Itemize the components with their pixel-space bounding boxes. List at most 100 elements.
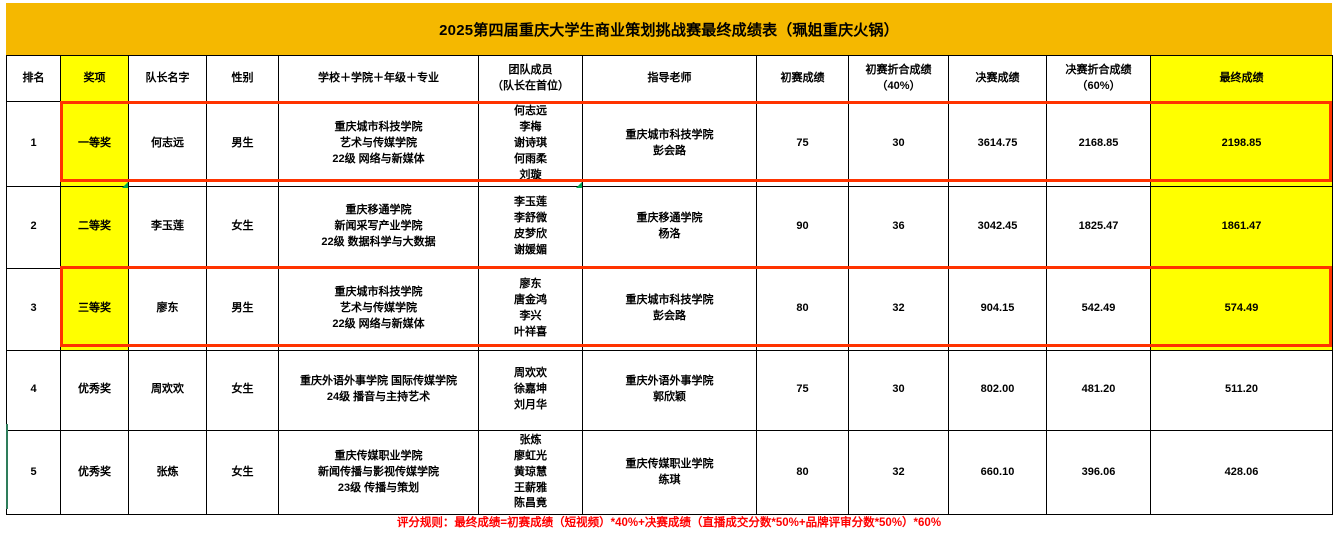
prelim-weighted-value: 30: [892, 383, 905, 396]
cell-teacher: 重庆移通学院 杨洛: [582, 185, 757, 269]
prelim-weighted-value: 32: [892, 302, 905, 315]
gender-value: 女生: [231, 220, 254, 233]
rank-value: 4: [30, 383, 37, 396]
school-line-3: 22级 网络与新媒体: [332, 152, 425, 165]
final-weighted-value: 481.20: [1081, 383, 1116, 396]
teacher-name: 郭欣颖: [653, 391, 686, 404]
header-members: 团队成员 （队长在首位）: [478, 55, 583, 102]
rank-value: 1: [30, 136, 37, 149]
header-school-label: 学校＋学院＋年级＋专业: [318, 71, 439, 84]
member-name: 唐金鸿: [514, 294, 547, 307]
header-rank-label: 排名: [22, 71, 45, 84]
member-name: 刘月华: [514, 399, 547, 412]
member-name: 刘璇: [519, 168, 542, 181]
header-gender: 性别: [206, 55, 279, 102]
total-score-value: 428.06: [1224, 465, 1259, 478]
teacher-school: 重庆城市科技学院: [625, 128, 714, 141]
gender-value: 女生: [231, 383, 254, 396]
total-score-value: 1861.47: [1221, 220, 1262, 233]
cell-award: 优秀奖: [60, 429, 129, 516]
final-score-value: 3614.75: [977, 136, 1018, 149]
school-line-2: 24级 播音与主持艺术: [326, 391, 431, 404]
cell-award: 三等奖: [60, 267, 129, 351]
cell-final-weighted: 396.06: [1046, 429, 1151, 516]
leader-name-value: 廖东: [156, 302, 179, 315]
gender-value: 女生: [231, 465, 254, 478]
cell-final-weighted: 2168.85: [1046, 101, 1151, 187]
cell-prelim-score: 75: [756, 349, 849, 431]
cell-school: 重庆城市科技学院 艺术与传媒学院 22级 网络与新媒体: [278, 101, 479, 187]
school-line-1: 重庆外语外事学院 国际传媒学院: [299, 375, 458, 388]
cell-leader-name: 廖东: [128, 267, 207, 351]
header-award: 奖项: [60, 55, 129, 102]
header-prelim-score: 初赛成绩: [756, 55, 849, 102]
rank-value: 2: [30, 220, 37, 233]
cell-final-score: 802.00: [948, 349, 1047, 431]
member-name: 何志远: [514, 105, 547, 117]
teacher-name: 杨洛: [658, 228, 681, 241]
header-teacher-label: 指导老师: [647, 71, 692, 84]
table-header: 排名 奖项 队长名字 性别 学校＋学院＋年级＋专业 团队成员 （队长在首位）: [6, 55, 1333, 102]
cell-comment-tick: [122, 182, 128, 188]
header-prelim-weighted-sublabel: （40%）: [876, 79, 921, 92]
cell-prelim-score: 80: [756, 267, 849, 351]
cell-school: 重庆外语外事学院 国际传媒学院 24级 播音与主持艺术: [278, 349, 479, 431]
teacher-school: 重庆城市科技学院: [625, 294, 714, 307]
header-members-label: 团队成员: [508, 63, 553, 76]
page-title: 2025第四届重庆大学生商业策划挑战赛最终成绩表（珮姐重庆火锅）: [439, 21, 899, 39]
school-line-3: 23级 传播与策划: [337, 481, 420, 494]
cell-leader-name: 周欢欢: [128, 349, 207, 431]
title-banner: 2025第四届重庆大学生商业策划挑战赛最终成绩表（珮姐重庆火锅）: [6, 3, 1332, 55]
gender-value: 男生: [231, 302, 254, 315]
school-line-3: 22级 数据科学与大数据: [321, 236, 436, 249]
award-value: 二等奖: [78, 220, 111, 233]
cell-members: 李玉莲 李舒微 皮梦欣 谢媛媚: [478, 185, 583, 269]
cell-award: 一等奖: [60, 101, 129, 187]
header-prelim-weighted-label: 初赛折合成绩: [865, 63, 932, 76]
header-prelim-weighted: 初赛折合成绩 （40%）: [848, 55, 949, 102]
cell-leader-name: 张炼: [128, 429, 207, 516]
cell-rank: 5: [6, 429, 61, 516]
member-name: 廖东: [519, 278, 542, 291]
cell-prelim-weighted: 30: [848, 101, 949, 187]
cell-gender: 男生: [206, 101, 279, 187]
leader-name-value: 张炼: [156, 465, 179, 478]
final-weighted-value: 2168.85: [1078, 136, 1119, 149]
award-value: 一等奖: [78, 136, 111, 149]
final-score-value: 660.10: [980, 465, 1015, 478]
table-body: 1 一等奖 何志远 男生 重庆城市科技学院 艺术与传媒学院 22级 网络与新媒体 何志远 李梅谢…: [6, 101, 1333, 516]
teacher-school: 重庆外语外事学院: [625, 375, 714, 388]
cell-prelim-score: 90: [756, 185, 849, 269]
cell-final-score: 3614.75: [948, 101, 1047, 187]
cell-leader-name: 李玉莲: [128, 185, 207, 269]
award-value: 三等奖: [78, 302, 111, 315]
cell-members: 廖东 唐金鸿 李兴 叶祥喜: [478, 267, 583, 351]
member-name: 李舒微: [514, 212, 547, 225]
cell-prelim-score: 80: [756, 429, 849, 516]
leader-name-value: 周欢欢: [151, 383, 184, 396]
cell-leader-name: 何志远: [128, 101, 207, 187]
school-line-1: 重庆城市科技学院: [334, 120, 423, 133]
member-name: 陈昌竟: [514, 497, 547, 510]
table-row: 5 优秀奖 张炼 女生 重庆传媒职业学院 新闻传播与影视传媒学院 23级 传播与策划 张炼 廖虹…: [6, 429, 1333, 516]
cell-prelim-weighted: 32: [848, 429, 949, 516]
member-name: 周欢欢: [514, 367, 547, 380]
prelim-score-value: 90: [796, 220, 809, 233]
cell-total-score: 511.20: [1150, 349, 1333, 431]
school-line-2: 艺术与传媒学院: [340, 136, 417, 149]
teacher-name: 彭会路: [653, 310, 686, 323]
award-value: 优秀奖: [78, 383, 111, 396]
member-name: 李兴: [519, 310, 542, 323]
member-name: 王薪雅: [514, 481, 547, 494]
prelim-weighted-value: 30: [892, 136, 905, 149]
prelim-score-value: 80: [796, 465, 809, 478]
header-gender-label: 性别: [231, 71, 254, 84]
school-line-2: 新闻传播与影视传媒学院: [318, 465, 439, 478]
header-final-score: 决赛成绩: [948, 55, 1047, 102]
cell-teacher: 重庆传媒职业学院 练琪: [582, 429, 757, 516]
total-score-value: 2198.85: [1221, 136, 1262, 149]
cell-prelim-weighted: 32: [848, 267, 949, 351]
rank-value: 3: [30, 302, 37, 315]
cell-total-score: 574.49: [1150, 267, 1333, 351]
header-award-label: 奖项: [83, 71, 106, 84]
